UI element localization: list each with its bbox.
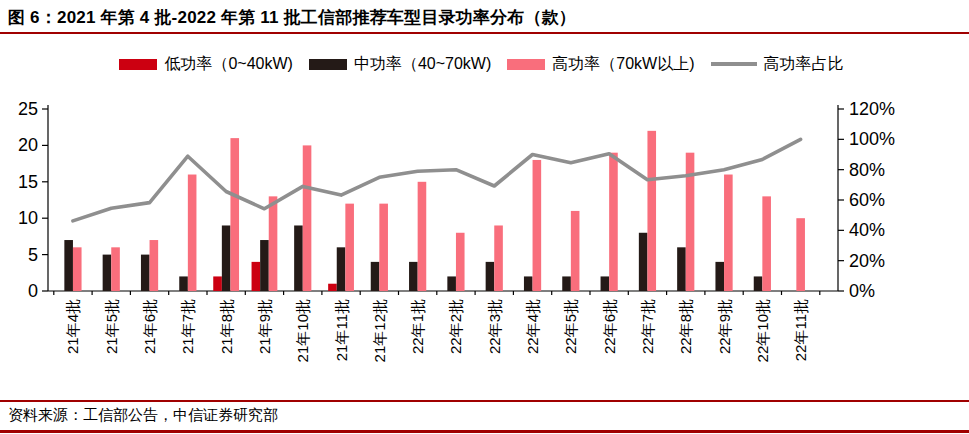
right-axis-tick-label: 80%: [849, 160, 885, 180]
category-label: 22年3批: [486, 299, 503, 354]
bar: [252, 262, 261, 291]
chart-svg: 0 5 10 15 20 25 0% 20% 40% 60% 80% 100% 120% 21年4批 21年…: [0, 86, 969, 398]
bar: [213, 276, 222, 291]
bar: [345, 204, 354, 291]
left-axis-tick-label: 10: [18, 208, 38, 228]
legend-item-high-power: 高功率（70kW以上): [507, 54, 694, 75]
figure-title: 图 6：2021 年第 4 批-2022 年第 11 批工信部推荐车型目录功率分…: [8, 6, 961, 29]
bar: [486, 262, 495, 291]
category-label: 21年4批: [64, 299, 81, 354]
legend-swatch-low-power: [119, 59, 157, 70]
category-label: 21年6批: [141, 299, 158, 354]
bar: [188, 175, 197, 291]
bar: [609, 153, 618, 291]
bar: [715, 262, 724, 291]
power-distribution-chart: 0 5 10 15 20 25 0% 20% 40% 60% 80% 100% 120% 21年4批 21年…: [0, 86, 969, 398]
legend-swatch-high-power: [507, 59, 545, 70]
category-label: 22年10批: [754, 299, 771, 362]
category-label: 22年8批: [677, 299, 694, 354]
category-label: 22年9批: [716, 299, 733, 354]
bar: [141, 255, 150, 291]
bar: [647, 131, 656, 291]
category-label: 21年8批: [218, 299, 235, 354]
category-label: 22年4批: [524, 299, 541, 354]
bar: [796, 218, 805, 291]
category-label: 21年11批: [333, 299, 350, 361]
bar: [269, 196, 278, 291]
bar: [456, 233, 465, 291]
bar: [418, 182, 427, 291]
left-axis-tick-label: 20: [18, 135, 38, 155]
left-axis-tick-label: 25: [18, 99, 38, 119]
category-label: 21年12批: [371, 299, 388, 362]
bar: [724, 175, 733, 291]
left-axis-tick-label: 0: [28, 281, 38, 301]
bar: [639, 233, 648, 291]
report-figure-page: 图 6：2021 年第 4 批-2022 年第 11 批工信部推荐车型目录功率分…: [0, 0, 969, 434]
legend-line-swatch-ratio: [711, 62, 757, 66]
bar: [103, 255, 112, 291]
bar: [524, 276, 533, 291]
bar: [447, 276, 456, 291]
category-label: 22年1批: [409, 299, 426, 354]
category-label: 21年9批: [256, 299, 273, 354]
bar: [533, 160, 542, 291]
right-axis-tick-label: 120%: [849, 99, 895, 119]
category-label: 22年6批: [601, 299, 618, 354]
bar: [73, 247, 82, 291]
category-label: 22年11批: [792, 299, 809, 361]
right-axis-tick-label: 0%: [849, 281, 875, 301]
bottom-border: [0, 430, 969, 433]
left-axis-tick-label: 5: [28, 245, 38, 265]
legend-label-high-power-ratio: 高功率占比: [764, 54, 844, 75]
bar: [562, 276, 571, 291]
category-label: 22年5批: [562, 299, 579, 354]
bar: [328, 284, 337, 291]
bar: [337, 247, 346, 291]
legend-swatch-mid-power: [309, 59, 347, 70]
category-label: 21年7批: [179, 299, 196, 354]
source-note: 资料来源：工信部公告，中信证券研究部: [8, 406, 961, 425]
bar: [150, 240, 159, 291]
bar: [371, 262, 380, 291]
legend-label-low-power: 低功率（0~40kW): [164, 54, 292, 75]
bar: [222, 225, 231, 291]
bar: [379, 204, 388, 291]
title-divider: [0, 32, 969, 34]
bar: [111, 247, 120, 291]
bar: [677, 247, 686, 291]
bar: [294, 225, 303, 291]
bar: [260, 240, 269, 291]
right-axis-tick-label: 60%: [849, 190, 885, 210]
left-axis-tick-label: 15: [18, 172, 38, 192]
right-axis-tick-label: 20%: [849, 251, 885, 271]
legend-item-high-power-ratio: 高功率占比: [711, 54, 844, 75]
category-label: 21年5批: [103, 299, 120, 354]
bar: [494, 225, 503, 291]
bar: [179, 276, 188, 291]
legend-label-mid-power: 中功率（40~70kW): [354, 54, 491, 75]
legend-item-low-power: 低功率（0~40kW): [119, 54, 292, 75]
footer-divider: [0, 400, 969, 402]
bar: [601, 276, 610, 291]
category-label: 21年10批: [294, 299, 311, 362]
bar: [754, 276, 763, 291]
right-axis-tick-label: 100%: [849, 129, 895, 149]
bar: [409, 262, 418, 291]
category-label: 22年7批: [639, 299, 656, 354]
bar: [64, 240, 73, 291]
legend-item-mid-power: 中功率（40~70kW): [309, 54, 491, 75]
category-label: 22年2批: [447, 299, 464, 354]
chart-legend: 低功率（0~40kW) 中功率（40~70kW) 高功率（70kW以上) 高功率…: [0, 55, 969, 73]
bar: [230, 138, 239, 291]
legend-label-high-power: 高功率（70kW以上): [552, 54, 694, 75]
bar: [303, 145, 312, 291]
bar: [571, 211, 580, 291]
right-axis-tick-label: 40%: [849, 220, 885, 240]
bar: [762, 196, 771, 291]
